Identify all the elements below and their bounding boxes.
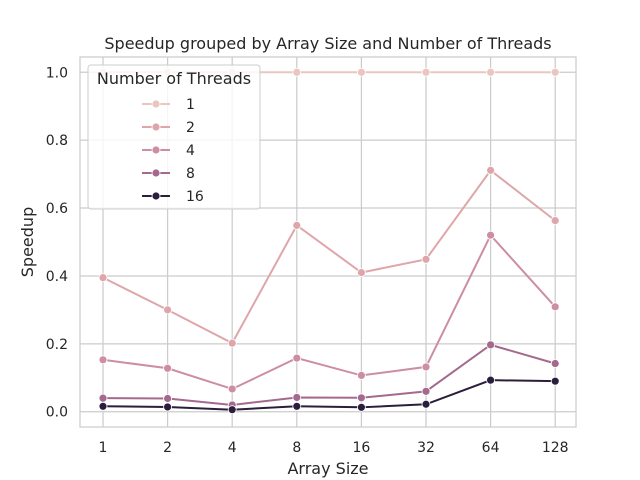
legend-marker [151,99,161,109]
legend-item: 16 [142,189,204,205]
legend-item: 8 [142,166,195,182]
data-point [550,359,560,368]
y-tick-label: 0.2 [46,337,68,353]
data-point [163,394,173,403]
legend-label: 16 [186,189,204,205]
data-point [421,67,431,77]
legend-label: 8 [186,166,195,182]
data-point [227,384,237,394]
x-tick-label: 4 [228,440,237,456]
x-tick-label: 128 [542,440,569,456]
legend-item: 4 [142,143,195,159]
legend-marker [151,122,161,132]
legend-box [87,64,261,210]
y-tick-label: 0.8 [46,133,68,149]
data-point [227,338,237,348]
y-tick-label: 0.0 [46,405,68,421]
data-point [550,216,560,226]
legend-title: Number of Threads [97,69,251,88]
data-point [486,230,496,240]
data-point [98,393,108,403]
x-tick-label: 2 [163,440,172,456]
data-point [421,254,431,264]
data-point [421,399,431,409]
data-point [550,67,560,77]
y-tick-label: 0.6 [46,201,68,217]
data-point [356,402,366,412]
data-point [227,405,237,415]
data-point [163,402,173,412]
legend-marker [151,191,161,201]
y-tick-label: 0.4 [46,269,68,285]
x-tick-label: 64 [482,440,500,456]
legend: Number of Threads 1 2 4 8 16 [87,64,261,210]
y-tick-label: 1.0 [46,65,68,81]
data-point [356,67,366,77]
data-point [292,393,302,402]
data-point [163,305,173,315]
legend-item: 1 [142,97,195,113]
y-axis-title: Speedup [18,207,37,277]
legend-marker [151,168,161,178]
series-16 [98,375,560,415]
x-tick-label: 32 [417,440,435,456]
data-point [486,375,496,385]
data-point [486,340,496,350]
data-point [550,376,560,386]
data-point [356,268,366,277]
data-point [292,220,302,230]
legend-items: 1 2 4 8 16 [142,97,204,205]
series-4 [98,230,560,394]
x-axis-title: Array Size [287,459,368,478]
data-point [486,165,496,175]
data-point [98,273,108,283]
legend-label: 4 [186,143,195,159]
legend-marker [151,145,161,155]
data-point [421,362,431,372]
legend-label: 2 [186,120,195,136]
data-point [292,67,302,77]
data-point [163,363,173,373]
data-point [356,393,366,403]
legend-label: 1 [186,97,195,113]
chart-title: Speedup grouped by Array Size and Number… [104,34,551,53]
data-point [486,67,496,77]
data-point [98,401,108,411]
x-tick-label: 8 [292,440,301,456]
data-point [98,355,108,365]
x-tick-label: 1 [99,440,108,456]
series-line [102,233,556,391]
series-line [102,379,556,411]
plot-frame [79,56,577,428]
series-line [102,168,556,345]
data-point [421,386,431,396]
data-point [292,353,302,363]
data-point [356,371,366,380]
series-line [102,343,556,406]
legend-item: 2 [142,120,195,136]
data-point [292,401,302,411]
x-tick-label: 16 [352,440,370,456]
series-2 [98,165,560,348]
data-point [550,302,560,312]
